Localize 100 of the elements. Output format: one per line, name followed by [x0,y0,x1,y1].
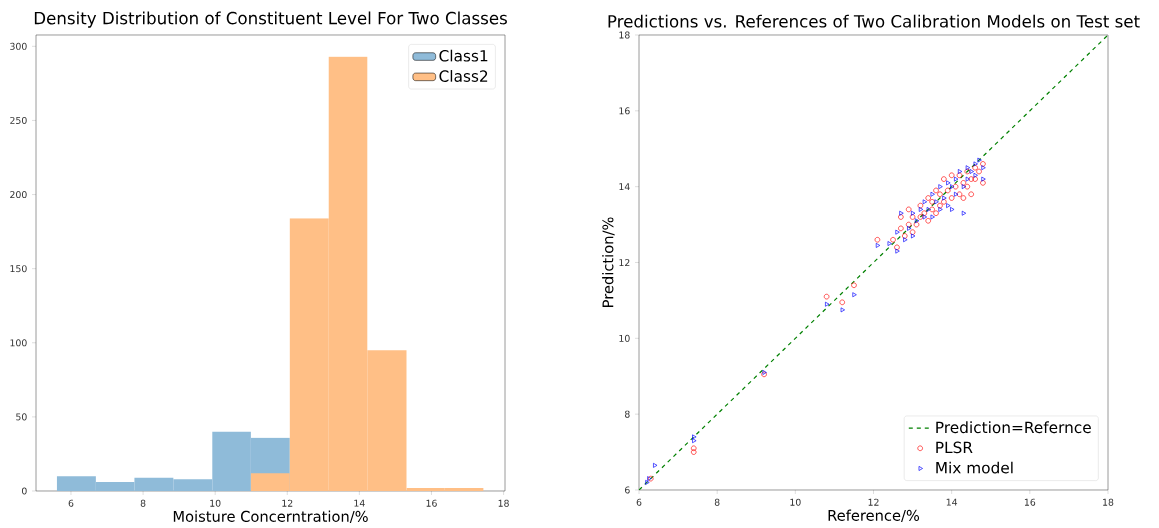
point [909,229,916,236]
y-tick-label: 250 [10,117,27,125]
y-tick-label: 150 [10,265,27,273]
point [905,222,912,228]
point [692,438,697,444]
point [905,206,912,213]
point [973,173,978,178]
point [937,191,943,198]
y-tick-label: 16 [619,107,630,115]
y-axis-title: Prediction/% [602,217,615,308]
point [823,294,830,300]
point [946,180,951,186]
y-tick-label: 12 [619,259,630,267]
point [956,172,963,179]
x-tick-label: 14 [946,498,958,506]
point [969,169,974,175]
legend-label: PLSR [936,441,973,454]
point [930,214,935,220]
point [645,480,650,486]
legend-label: Mix model [936,461,1013,474]
point [952,184,959,190]
point [941,176,947,183]
point [911,211,916,216]
point [929,206,935,213]
point [977,157,982,163]
point [968,191,974,198]
point [948,172,955,179]
x-tick-label: 10 [210,499,221,507]
point [925,195,931,202]
point [922,214,928,220]
x-tick-label: 12 [282,499,293,507]
y-tick-label: 10 [619,335,630,343]
point [981,176,986,182]
legend-label: Class1 [439,49,488,62]
point [840,307,845,313]
point [973,161,978,167]
x-tick-label: 6 [636,498,642,506]
x-tick-label: 8 [714,498,720,506]
point [964,184,971,190]
point [960,195,967,202]
point [911,233,916,239]
point [895,229,900,235]
point [921,210,928,217]
point [903,237,908,243]
x-tick-label: 8 [140,499,146,507]
point [925,218,931,224]
x-axis-title: Moisture Concerntration/% [173,510,368,524]
point [934,199,939,205]
point [980,161,986,167]
point [980,180,986,186]
point [965,165,971,171]
point [653,463,658,468]
point [887,241,892,247]
point [890,237,896,243]
point [690,445,697,452]
point [948,195,955,202]
point [692,434,697,440]
point [938,207,943,213]
chart-title: Predictions vs. References of Two Calibration Models on Test set [608,14,1140,28]
point [960,180,967,186]
point [922,199,928,205]
point [926,207,931,213]
y-tick-label: 0 [21,487,27,495]
point [933,187,939,194]
point [902,233,908,239]
point [907,226,912,232]
point [839,299,845,306]
x-tick-label: 16 [426,499,437,507]
point [961,184,967,190]
legend-label: Prediction=Refernce [936,421,1091,434]
y-tick-label: 8 [624,410,630,418]
point [913,222,920,228]
point [909,214,916,220]
x-axis-title: Reference/% [828,509,920,523]
point [981,165,986,171]
point [941,199,947,205]
point [918,207,924,213]
x-tick-label: 16 [1024,498,1036,506]
point [898,225,904,232]
point [899,211,904,216]
point [933,210,939,217]
point [950,184,955,190]
point [851,282,857,289]
y-tick-label: 18 [619,31,630,39]
point [852,292,857,298]
point [929,199,935,205]
x-tick-label: 14 [354,499,365,507]
chart-title: Density Distribution of Constituent Level For Two Classes [34,11,507,28]
point [895,248,900,254]
point [964,168,971,175]
point [825,302,830,307]
x-tick-label: 12 [868,498,879,506]
point [961,211,967,216]
point [874,237,881,243]
point [917,203,924,209]
point [945,187,951,194]
y-tick-label: 200 [10,191,27,199]
point [898,214,904,220]
point [956,191,963,198]
point [976,168,982,175]
